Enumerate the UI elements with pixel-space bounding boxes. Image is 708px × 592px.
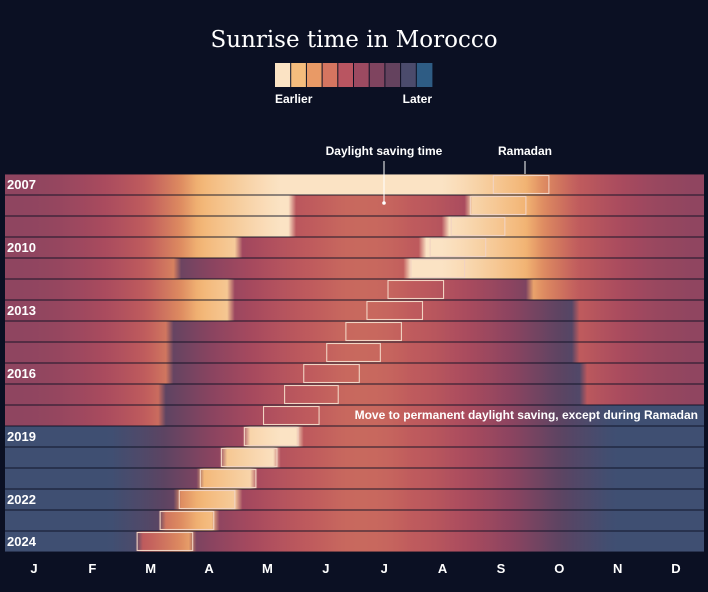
heatmap-row: [5, 405, 704, 426]
ramadan-box: [366, 300, 424, 321]
heatmap-row: [5, 216, 704, 237]
ramadan-box: [243, 426, 299, 447]
heatmap-row: [5, 279, 704, 300]
month-label: S: [497, 561, 506, 576]
chart-title: Sunrise time in Morocco: [210, 27, 497, 53]
month-label: A: [204, 561, 214, 576]
heatmap-row: [5, 489, 704, 510]
heatmap-row: [5, 426, 704, 447]
ramadan-box: [345, 321, 402, 342]
heatmap-row: [5, 510, 704, 531]
month-label: N: [613, 561, 622, 576]
legend-swatch: [290, 63, 307, 87]
color-legend: [275, 63, 433, 87]
year-label: 2022: [7, 492, 36, 507]
year-label: 2013: [7, 303, 36, 318]
legend-high-label: Later: [403, 92, 433, 106]
month-label: J: [30, 561, 37, 576]
legend-swatch: [322, 63, 339, 87]
month-label: F: [88, 561, 96, 576]
ramadan-box: [450, 216, 506, 237]
heatmap-row: [5, 258, 704, 279]
ramadan-box: [178, 489, 236, 510]
heatmap-rows: [5, 174, 704, 552]
heatmap-row: [5, 447, 704, 468]
ramadan-box: [136, 531, 194, 552]
month-label: M: [145, 561, 156, 576]
ramadan-box: [410, 258, 466, 279]
heatmap-row: [5, 342, 704, 363]
heatmap-row: [5, 531, 704, 552]
dst-annotation: Daylight saving time: [326, 144, 443, 158]
heatmap-row: [5, 237, 704, 258]
ramadan-box: [492, 174, 550, 195]
legend-swatch: [306, 63, 323, 87]
ramadan-box: [199, 468, 257, 489]
permanent-dst-annotation: Move to permanent daylight saving, excep…: [355, 408, 698, 422]
ramadan-box: [159, 510, 215, 531]
ramadan-box: [469, 195, 527, 216]
heatmap-row: [5, 363, 704, 384]
month-label: J: [322, 561, 329, 576]
ramadan-box: [262, 405, 320, 426]
ramadan-boxes: [136, 174, 550, 552]
dst-leader-dot: [382, 201, 386, 205]
year-label: 2019: [7, 429, 36, 444]
heatmap-row: [5, 468, 704, 489]
legend-swatch: [416, 63, 433, 87]
month-label: M: [262, 561, 273, 576]
year-label: 2024: [7, 534, 37, 549]
heatmap-row: [5, 384, 704, 405]
ramadan-box: [303, 363, 360, 384]
legend-swatch: [275, 63, 292, 87]
heatmap-row: [5, 174, 704, 195]
month-label: D: [671, 561, 680, 576]
legend-low-label: Earlier: [275, 92, 313, 106]
heatmap-row: [5, 300, 704, 321]
legend-swatch: [400, 63, 417, 87]
ramadan-box: [284, 384, 339, 405]
year-label: 2007: [7, 177, 36, 192]
month-label: J: [381, 561, 388, 576]
ramadan-box: [387, 279, 445, 300]
annotations: Daylight saving time Ramadan Move to per…: [326, 144, 698, 422]
heatmap-row: [5, 321, 704, 342]
year-labels: 2007 2010 2013 2016 2019 2022 2024: [7, 177, 37, 549]
year-label: 2016: [7, 366, 36, 381]
heatmap-row: [5, 195, 704, 216]
legend-swatch: [337, 63, 354, 87]
ramadan-box: [429, 237, 487, 258]
month-label: A: [438, 561, 448, 576]
legend-swatch: [384, 63, 401, 87]
ramadan-box: [220, 447, 278, 468]
ramadan-box: [326, 342, 381, 363]
legend-swatch: [369, 63, 386, 87]
legend-swatch: [353, 63, 370, 87]
year-label: 2010: [7, 240, 36, 255]
month-label: O: [554, 561, 564, 576]
ramadan-annotation: Ramadan: [498, 144, 552, 158]
